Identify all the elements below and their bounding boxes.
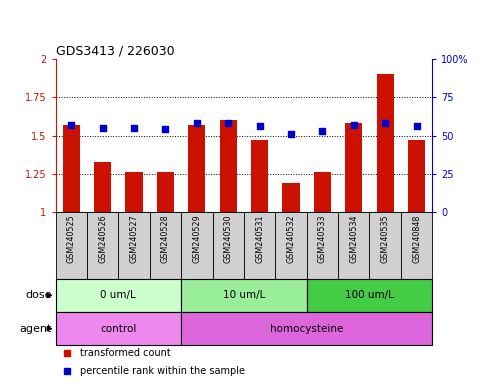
Text: GSM240532: GSM240532 bbox=[286, 214, 296, 263]
Text: dose: dose bbox=[25, 290, 52, 300]
Point bbox=[68, 122, 75, 128]
Text: control: control bbox=[100, 324, 137, 334]
Text: GSM240531: GSM240531 bbox=[255, 214, 264, 263]
Text: GSM240530: GSM240530 bbox=[224, 214, 233, 263]
Bar bbox=[345, 123, 362, 212]
Text: GSM240534: GSM240534 bbox=[349, 214, 358, 263]
Bar bbox=[94, 162, 111, 212]
Bar bbox=[307, 279, 432, 312]
Bar bbox=[126, 172, 142, 212]
Point bbox=[412, 123, 420, 129]
Bar bbox=[338, 212, 369, 279]
Point bbox=[224, 120, 232, 126]
Text: GSM240525: GSM240525 bbox=[67, 214, 76, 263]
Text: GSM240527: GSM240527 bbox=[129, 214, 139, 263]
Bar bbox=[283, 183, 299, 212]
Point bbox=[130, 125, 138, 131]
Text: GSM240529: GSM240529 bbox=[192, 214, 201, 263]
Point bbox=[287, 131, 295, 137]
Point bbox=[350, 122, 357, 128]
Point bbox=[382, 120, 389, 126]
Bar bbox=[157, 172, 174, 212]
Text: GSM240535: GSM240535 bbox=[381, 214, 390, 263]
Text: agent: agent bbox=[19, 324, 52, 334]
Point bbox=[99, 125, 107, 131]
Bar bbox=[118, 212, 150, 279]
Bar bbox=[181, 279, 307, 312]
Bar bbox=[181, 212, 213, 279]
Bar bbox=[181, 312, 432, 345]
Bar bbox=[56, 279, 181, 312]
Bar bbox=[188, 125, 205, 212]
Bar bbox=[314, 172, 331, 212]
Text: 10 um/L: 10 um/L bbox=[223, 290, 265, 300]
Text: GSM240526: GSM240526 bbox=[98, 214, 107, 263]
Text: GSM240848: GSM240848 bbox=[412, 214, 421, 263]
Bar bbox=[63, 125, 80, 212]
Text: GSM240528: GSM240528 bbox=[161, 214, 170, 263]
Text: homocysteine: homocysteine bbox=[270, 324, 343, 334]
Bar bbox=[275, 212, 307, 279]
Bar bbox=[251, 140, 268, 212]
Text: transformed count: transformed count bbox=[80, 348, 171, 358]
Bar bbox=[244, 212, 275, 279]
Bar bbox=[307, 212, 338, 279]
Bar bbox=[369, 212, 401, 279]
Bar bbox=[87, 212, 118, 279]
Bar bbox=[220, 120, 237, 212]
Bar bbox=[408, 140, 425, 212]
Bar bbox=[56, 312, 181, 345]
Bar bbox=[150, 212, 181, 279]
Text: 0 um/L: 0 um/L bbox=[100, 290, 136, 300]
Bar bbox=[377, 74, 394, 212]
Point bbox=[193, 120, 201, 126]
Text: percentile rank within the sample: percentile rank within the sample bbox=[80, 366, 245, 376]
Bar bbox=[56, 212, 87, 279]
Point bbox=[161, 126, 170, 132]
Text: 100 um/L: 100 um/L bbox=[345, 290, 394, 300]
Point bbox=[256, 123, 264, 129]
Text: GDS3413 / 226030: GDS3413 / 226030 bbox=[56, 45, 174, 58]
Text: GSM240533: GSM240533 bbox=[318, 214, 327, 263]
Point bbox=[319, 128, 327, 134]
Bar bbox=[213, 212, 244, 279]
Bar bbox=[401, 212, 432, 279]
